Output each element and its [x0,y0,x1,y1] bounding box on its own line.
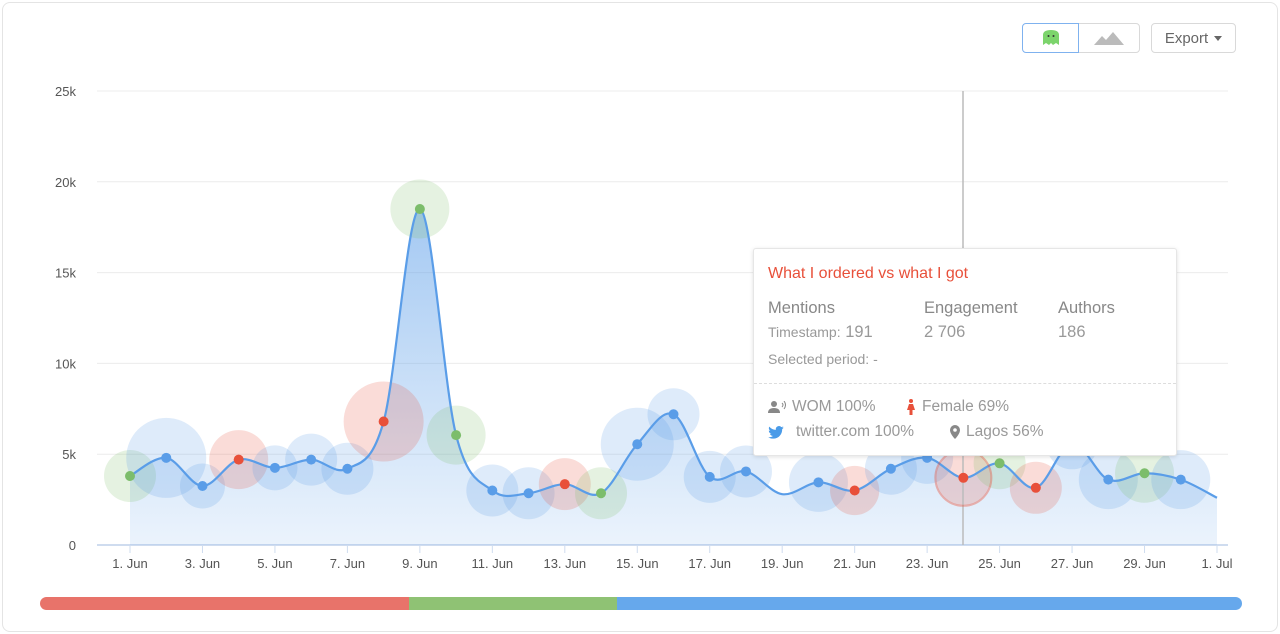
data-point [704,471,715,482]
caret-down-icon [1214,35,1223,41]
x-tick-label: 17. Jun [688,556,731,571]
data-point [487,485,498,496]
data-point [233,454,244,465]
twitter-icon [768,425,784,439]
data-point [306,454,317,465]
data-point [849,485,860,496]
x-tick-label: 1. Jul [1201,556,1232,571]
sentiment-segment-neutral [616,597,1242,610]
data-point [1175,474,1186,485]
data-point [523,488,534,499]
data-point [414,204,425,215]
area-fill [130,209,1217,545]
ghost-icon [1042,30,1059,45]
area-view-toggle[interactable] [1078,23,1140,53]
y-tick-label: 5k [62,447,76,462]
data-point [451,430,462,441]
x-tick-label: 9. Jun [402,556,437,571]
gender-value: Female 69% [922,398,1010,415]
y-tick-label: 0 [69,538,76,553]
x-tick-label: 15. Jun [616,556,659,571]
x-tick-label: 27. Jun [1051,556,1094,571]
authors-value: 186 [1058,323,1086,341]
data-point [1103,474,1114,485]
authors-label: Authors [1058,299,1115,317]
x-tick-label: 19. Jun [761,556,804,571]
data-point [197,480,208,491]
export-label: Export [1164,29,1209,47]
data-point [269,462,280,473]
data-point [740,466,751,477]
y-tick-label: 15k [55,266,76,281]
engagement-value: 2 706 [924,323,966,341]
data-point [958,472,969,483]
x-tick-label: 3. Jun [185,556,220,571]
data-point [1139,468,1150,479]
location-pin-icon [950,425,960,439]
x-tick-label: 7. Jun [330,556,365,571]
mentions-label: Mentions [768,299,835,317]
source-value: twitter.com 100% [796,423,915,440]
data-point [342,463,353,474]
y-tick-label: 10k [55,356,76,371]
data-point [378,416,389,427]
x-tick-label: 13. Jun [543,556,586,571]
data-point [1030,482,1041,493]
wom-value: WOM 100% [792,398,876,415]
sentiment-segment-negative [40,597,409,610]
x-tick-label: 1. Jun [112,556,147,571]
timestamp-value: 191 [845,323,873,341]
tooltip: What I ordered vs what I got Mentions Ti… [753,248,1177,456]
timestamp-label: Timestamp: [768,324,841,340]
x-tick-label: 25. Jun [978,556,1021,571]
divider [754,383,1176,384]
wom-icon [768,401,786,413]
x-tick-label: 29. Jun [1123,556,1166,571]
x-tick-label: 11. Jun [471,556,513,571]
data-point [994,458,1005,469]
data-point [161,452,172,463]
ghost-view-toggle[interactable] [1022,23,1079,53]
x-tick-label: 5. Jun [257,556,292,571]
selected-period: Selected period: - [768,351,878,367]
data-point [125,470,135,481]
female-icon [907,399,915,415]
data-point [559,479,570,490]
x-tick-label: 23. Jun [906,556,949,571]
export-button[interactable]: Export [1151,23,1236,53]
data-point [596,488,607,499]
data-point [885,463,896,474]
sentiment-segment-positive [409,597,617,610]
y-tick-label: 25k [55,84,76,99]
location-value: Lagos 56% [966,423,1044,440]
y-tick-label: 20k [55,175,76,190]
data-point [632,439,643,450]
x-tick-label: 21. Jun [833,556,876,571]
series-line [129,207,1218,499]
tooltip-title: What I ordered vs what I got [768,265,969,282]
data-point [813,477,824,488]
area-chart-icon [1094,32,1124,45]
data-point [668,409,679,420]
engagement-label: Engagement [924,299,1018,317]
